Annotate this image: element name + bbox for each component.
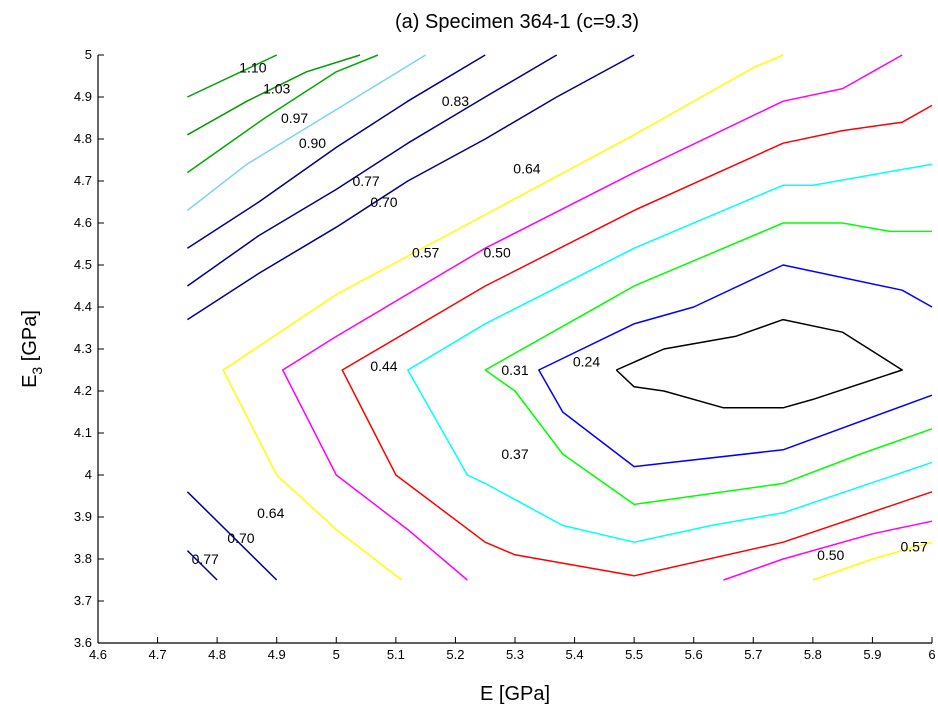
contour-label: 0.50 (817, 547, 844, 563)
contour-line-0-31 (484, 222, 933, 506)
contour-line-0-24 (538, 264, 933, 468)
contour-label: 0.44 (370, 358, 397, 374)
contour-label: 0.70 (227, 530, 254, 546)
x-tick-label: 4.7 (149, 647, 167, 662)
contour-label: 0.83 (442, 93, 469, 109)
y-tick-label: 4.4 (74, 299, 92, 314)
contour-line-0-64 (222, 54, 784, 581)
contour-line-0-57 (812, 541, 933, 581)
y-tick-label: 4.9 (74, 89, 92, 104)
chart-title: (a) Specimen 364-1 (c=9.3) (395, 11, 639, 33)
contour-line-0-90 (186, 54, 426, 211)
plot-area: 1.101.030.970.900.830.770.700.640.57 0.50… (186, 54, 933, 581)
y-tick-label: 4.1 (74, 425, 92, 440)
x-tick-label: 4.9 (268, 647, 286, 662)
contour-label: 0.90 (299, 135, 326, 151)
contour-line-0-44 (341, 104, 933, 577)
y-tick-label: 3.6 (74, 635, 92, 650)
contour-label: 0.77 (192, 551, 219, 567)
x-tick-label: 5.2 (446, 647, 464, 662)
y-tick-label: 4.6 (74, 215, 92, 230)
y-tick-label: 4.2 (74, 383, 92, 398)
x-tick-label: 5.1 (387, 647, 405, 662)
contour-line-1-03 (187, 54, 361, 136)
contour-line-0-83 (186, 54, 486, 249)
y-tick-label: 4.3 (74, 341, 92, 356)
y-tick-label: 3.7 (74, 593, 92, 608)
contour-line-1-10 (187, 54, 278, 98)
contour-label: 0.24 (573, 354, 600, 370)
contour-label: 0.64 (257, 505, 284, 521)
contour-label: 0.57 (412, 244, 439, 260)
x-tick-label: 5.6 (685, 647, 703, 662)
contour-labels: 1.101.030.970.900.830.770.700.640.57 0.50… (192, 60, 928, 567)
y-axis-title: E3 [GPa] (19, 310, 45, 388)
y-axis-title-subscript: 3 (29, 367, 45, 375)
y-ticks: 3.6 3.7 3.8 3.9 4 4.1 4.2 4.3 4.4 4.5 4.6 4.7 4.8 4.9… (74, 47, 104, 650)
x-axis-title: E [GPa] (480, 683, 550, 705)
contour-line-0-50 (723, 520, 933, 581)
contour-line-0-70 (186, 54, 635, 321)
x-tick-label: 5.3 (506, 647, 524, 662)
contour-label: 0.70 (370, 194, 397, 210)
contour-line-0-50 (281, 54, 903, 581)
contour-label: 0.77 (352, 173, 379, 189)
contour-line-0-77 (186, 550, 218, 581)
contour-line-inner (615, 318, 903, 409)
x-tick-label: 4.8 (208, 647, 226, 662)
contour-label: 0.50 (484, 244, 511, 260)
y-axis-title-main: E (19, 375, 41, 388)
x-tick-label: 5.7 (744, 647, 762, 662)
x-tick-label: 6 (928, 647, 935, 662)
contour-line-0-70 (186, 491, 278, 581)
y-tick-label: 4 (85, 467, 92, 482)
x-tick-label: 5.9 (863, 647, 881, 662)
contour-line-0-97 (186, 54, 379, 174)
contour-label: 0.31 (501, 362, 528, 378)
contour-line-0-37 (407, 163, 933, 543)
contour-lines (186, 54, 933, 581)
x-tick-label: 5 (333, 647, 340, 662)
x-tick-label: 5.4 (566, 647, 584, 662)
contour-label: 0.37 (501, 446, 528, 462)
contour-label: 1.03 (263, 81, 290, 97)
y-tick-label: 4.5 (74, 257, 92, 272)
contour-line-0-77 (186, 54, 558, 287)
y-tick-label: 4.7 (74, 173, 92, 188)
y-tick-label: 3.9 (74, 509, 92, 524)
x-tick-label: 4.6 (89, 647, 107, 662)
contour-label: 0.57 (901, 538, 928, 554)
axes: 4.6 4.7 4.8 4.9 5 5.1 5.2 5.3 5.4 5.5 5.6 5.7 5.8 5.9… (74, 47, 936, 662)
x-ticks: 4.6 4.7 4.8 4.9 5 5.1 5.2 5.3 5.4 5.5 5.6 5.7 5.8 5.9… (89, 637, 936, 662)
y-tick-label: 5 (85, 47, 92, 62)
y-tick-label: 3.8 (74, 551, 92, 566)
x-tick-label: 5.8 (804, 647, 822, 662)
y-tick-label: 4.8 (74, 131, 92, 146)
y-axis-title-unit: [GPa] (19, 310, 41, 367)
x-tick-label: 5.5 (625, 647, 643, 662)
contour-label: 0.64 (513, 160, 540, 176)
contour-label: 1.10 (239, 60, 266, 76)
contour-label: 0.97 (281, 110, 308, 126)
